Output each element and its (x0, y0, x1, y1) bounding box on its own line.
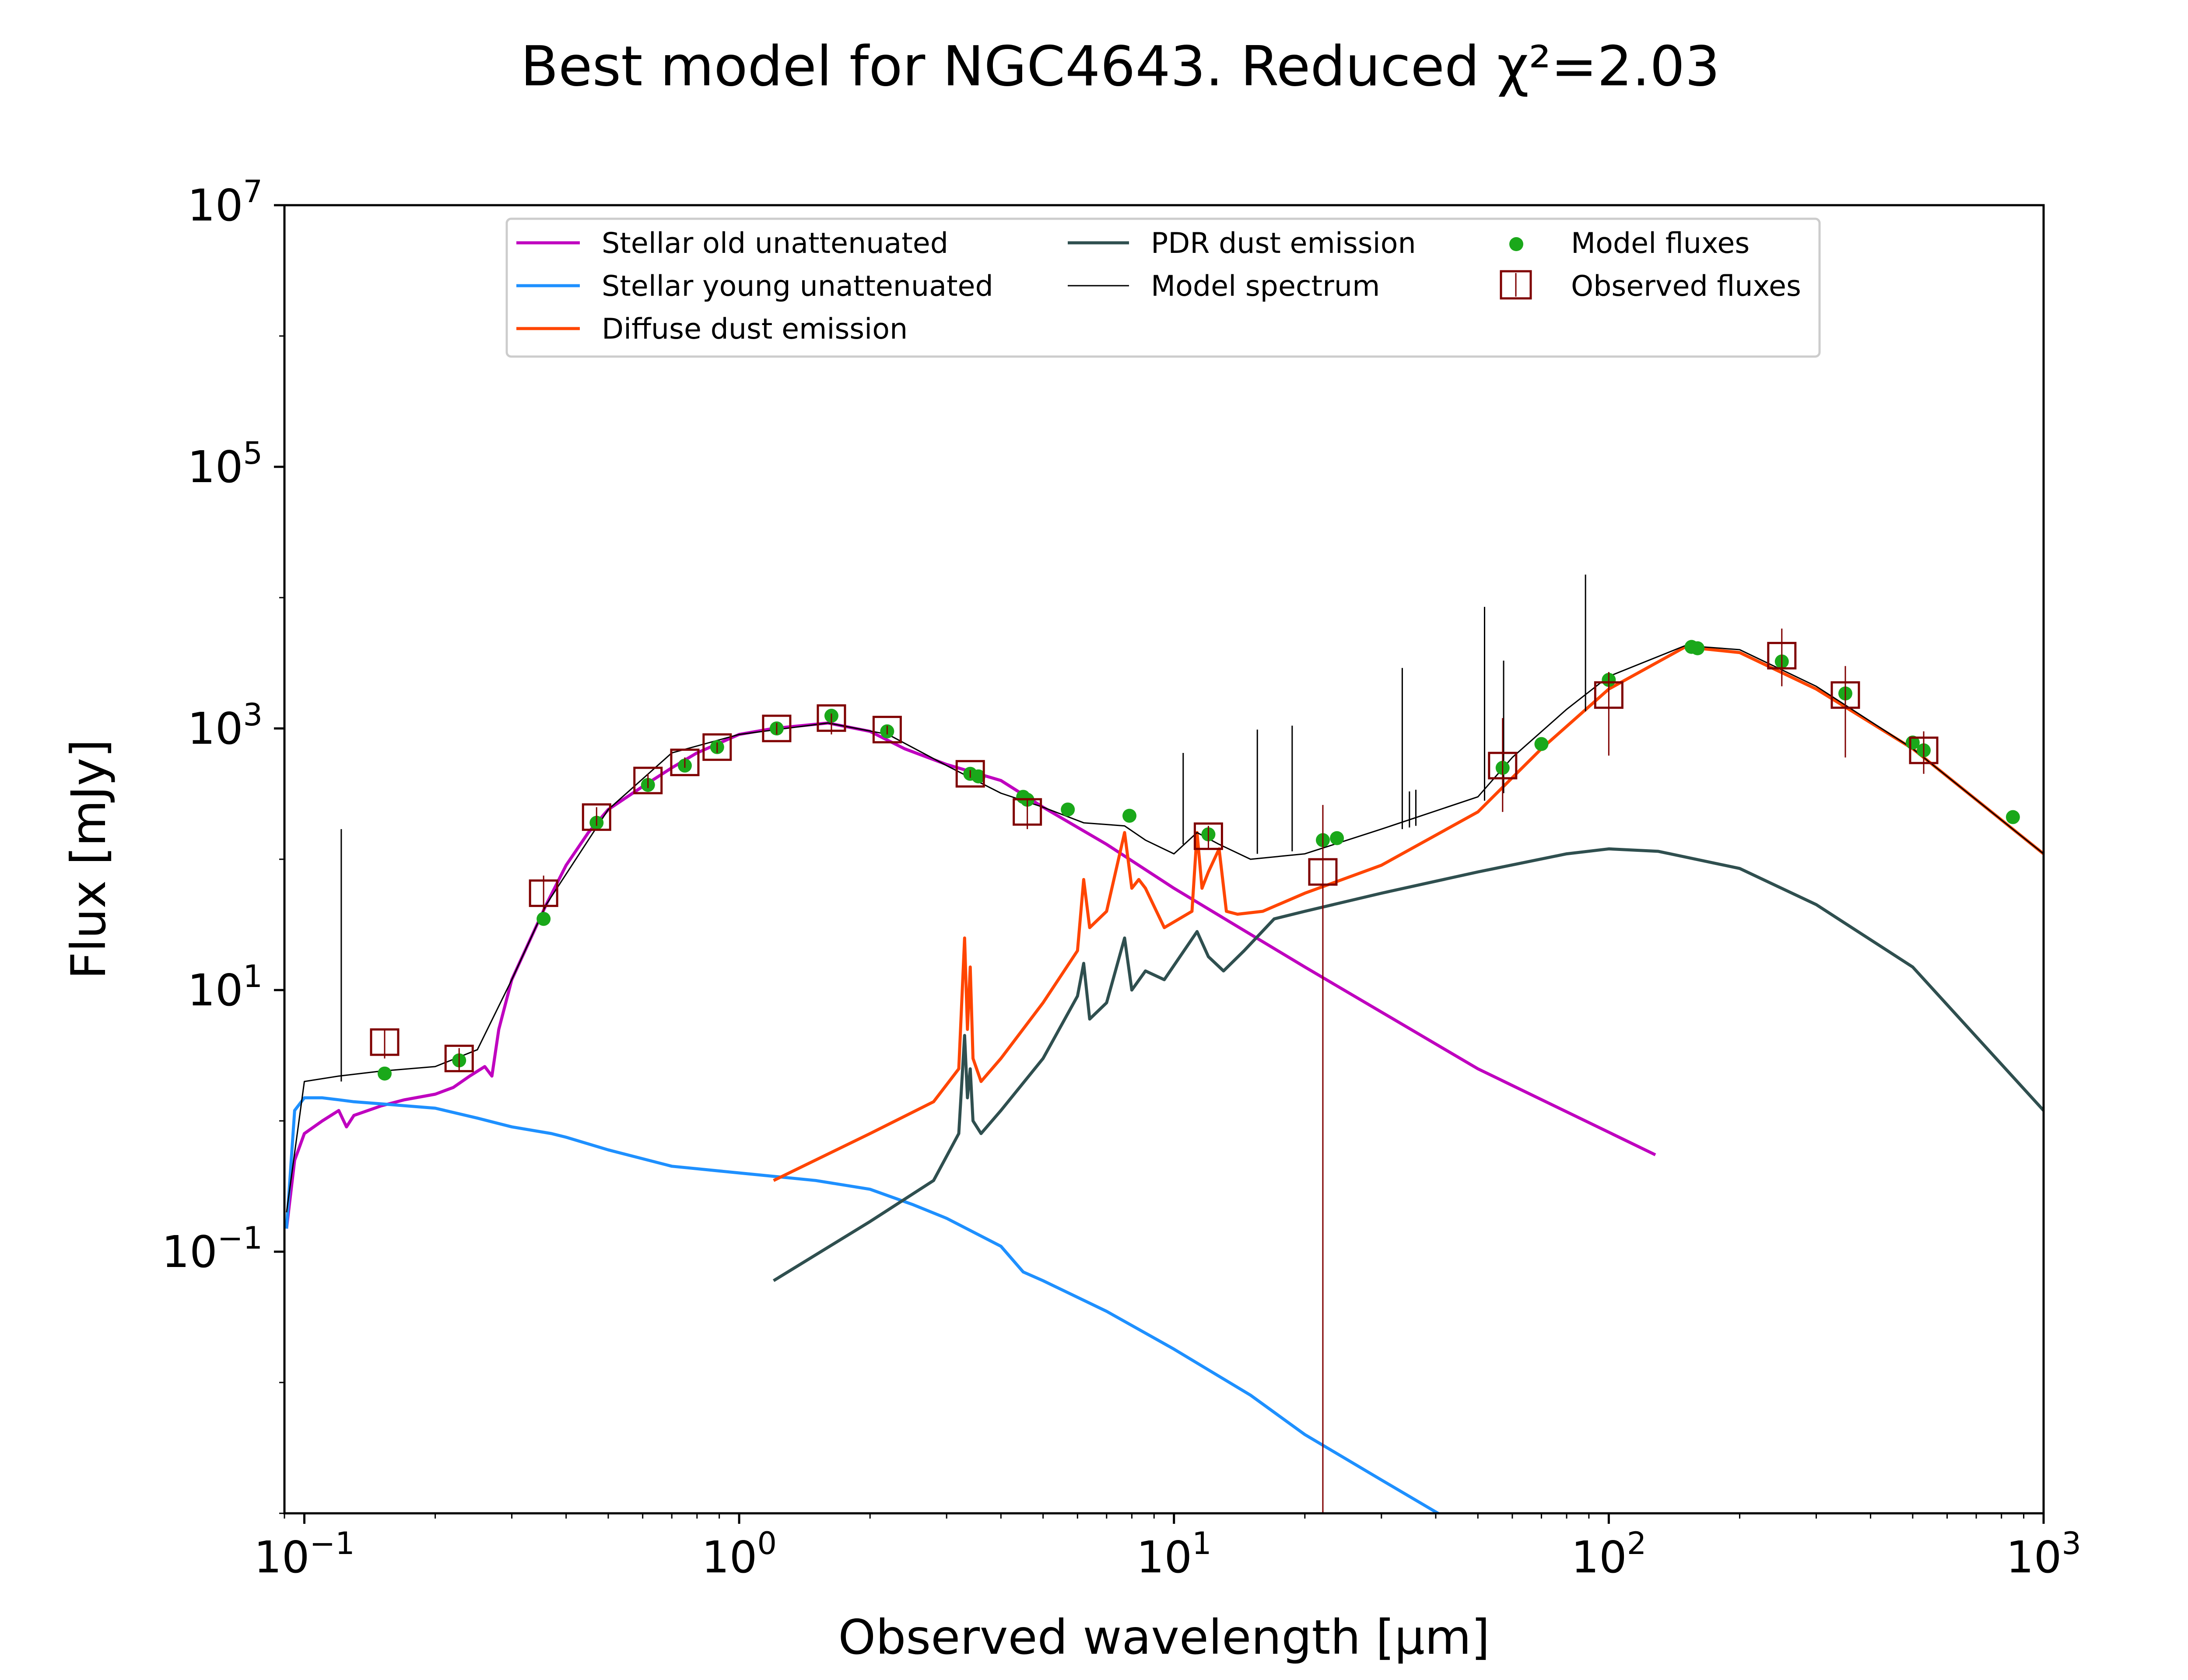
y-axis-label: Flux [mJy] (61, 739, 116, 979)
observed-flux-marker (444, 1044, 474, 1072)
model-flux-point (1690, 641, 1705, 655)
legend-marker-model-fluxes (1509, 237, 1523, 251)
model-flux-point (536, 912, 551, 926)
x-tick-label: 10−1 (254, 1526, 354, 1583)
series-line-model-spectrum (286, 645, 2044, 1213)
legend-label-pdr-dust: PDR dust emission (1151, 227, 1416, 260)
observed-flux-marker (370, 1028, 400, 1056)
model-flux-point (1122, 808, 1137, 823)
legend-label-stellar-old: Stellar old unattenuated (602, 227, 948, 260)
model-flux-point (377, 1066, 392, 1081)
model-flux-point (2006, 810, 2020, 824)
series-line-diffuse-dust-emission (773, 645, 2044, 1182)
x-tick-label: 101 (1136, 1526, 1212, 1583)
legend-marker-observed-fluxes (1500, 270, 1532, 300)
series-line-pdr-dust-emission (772, 847, 2044, 1282)
observed-flux-marker (1013, 798, 1042, 826)
observed-flux-marker (1193, 822, 1223, 850)
y-tick-label: 105 (187, 435, 263, 493)
model-flux-point (971, 769, 985, 784)
marker-layer (370, 628, 2020, 1513)
x-tick-label: 100 (701, 1526, 777, 1583)
observed-flux-marker (762, 714, 792, 742)
legend-label-stellar-young: Stellar young unattenuated (602, 270, 993, 303)
observed-flux-marker (633, 766, 663, 794)
tick-layer: 10−1 100 101 102 103 10−1 101 103 105 107 (162, 174, 2081, 1583)
legend: Stellar old unattenuated Stellar young u… (505, 217, 1821, 358)
model-flux-point (1330, 831, 1344, 845)
observed-flux-marker (582, 803, 611, 831)
observed-flux-marker (1488, 752, 1518, 780)
series-line-stellar-young-unattenuated (285, 1096, 1441, 1513)
observed-flux-marker (1767, 642, 1797, 670)
chart-title: Best model for NGC4643. Reduced χ²=2.03 (521, 34, 1720, 98)
plot-frame (283, 204, 2045, 1515)
observed-flux-marker (529, 879, 558, 907)
series-layer (285, 574, 2044, 1513)
y-tick-label: 103 (187, 697, 263, 754)
observed-flux-marker (1830, 681, 1860, 709)
legend-label-model-fluxes: Model fluxes (1571, 227, 1750, 260)
y-tick-label: 10−1 (162, 1220, 263, 1278)
observed-flux-marker (1909, 736, 1939, 764)
observed-flux-marker (1594, 681, 1623, 709)
series-line-stellar-old-unattenuated (285, 721, 1656, 1229)
y-tick-label: 107 (187, 174, 263, 231)
observed-flux-marker (817, 704, 846, 732)
observed-flux-marker (1308, 858, 1338, 886)
observed-flux-marker (702, 733, 732, 761)
observed-flux-marker (872, 716, 902, 744)
model-flux-point (1534, 737, 1549, 751)
model-flux-point (1061, 802, 1075, 817)
observed-flux-marker (955, 760, 985, 788)
x-tick-label: 103 (2006, 1526, 2081, 1583)
legend-label-observed-fluxes: Observed fluxes (1571, 270, 1801, 303)
legend-frame (505, 217, 1821, 358)
observed-flux-marker (670, 749, 700, 777)
legend-label-diffuse-dust: Diffuse dust emission (602, 313, 908, 346)
y-tick-label: 101 (187, 959, 263, 1016)
legend-label-model-spectrum: Model spectrum (1151, 270, 1380, 303)
x-axis-label: Observed wavelength [μm] (838, 1610, 1490, 1665)
x-tick-label: 102 (1571, 1526, 1646, 1583)
